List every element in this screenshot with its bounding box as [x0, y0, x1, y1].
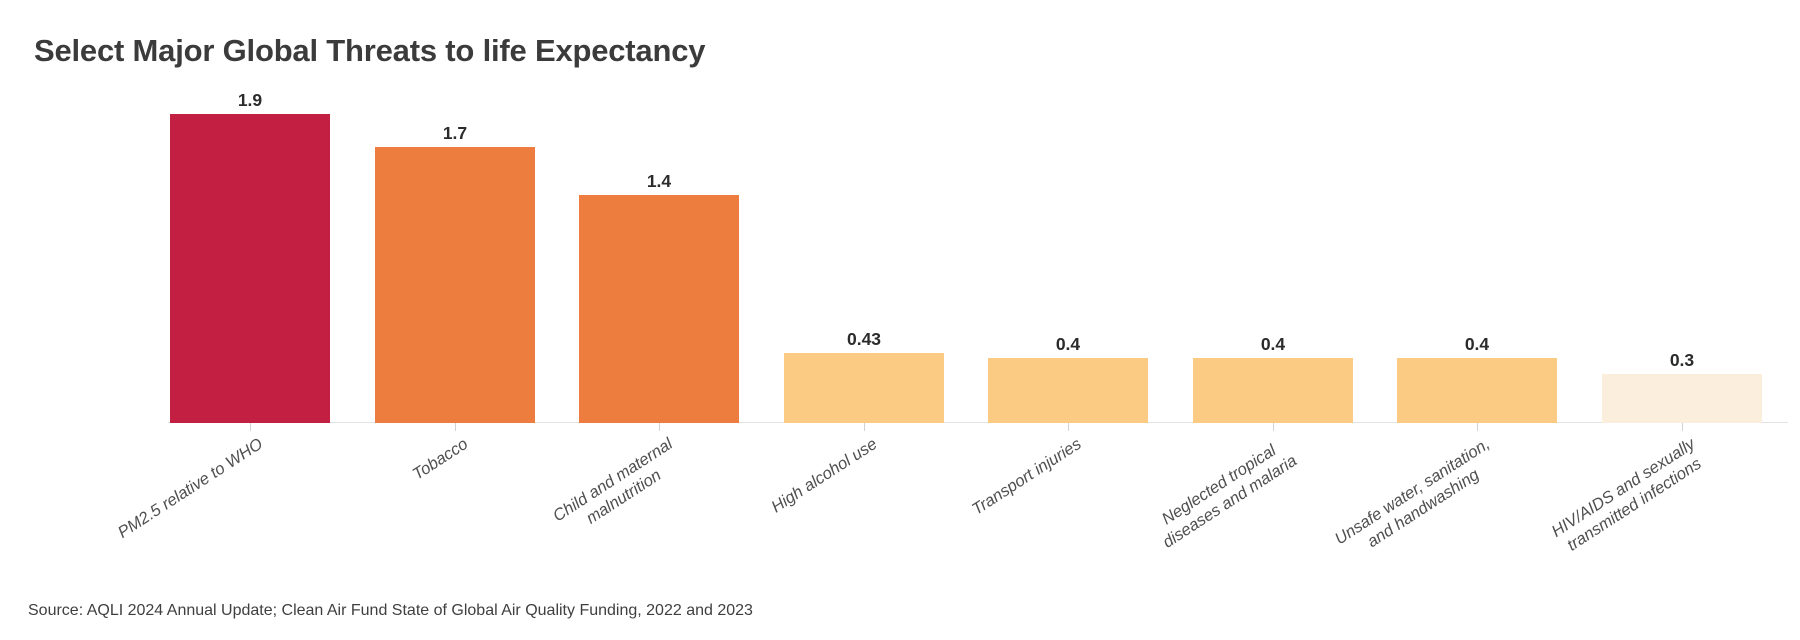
x-axis-label: HIV/AIDS and sexually transmitted infect… — [1548, 434, 1705, 555]
plot-area: 1.9 PM2.5 relative to WHO 1.7 Tobacco 1.4 Chi… — [115, 90, 1788, 555]
axis-tick — [1682, 423, 1683, 431]
bar — [170, 114, 330, 423]
bar-value-label: 1.4 — [646, 171, 672, 191]
chart-title: Select Major Global Threats to life Expe… — [34, 33, 706, 68]
axis-tick — [1273, 423, 1274, 431]
x-axis-label: Child and maternal malnutrition — [549, 434, 676, 528]
axis-tick — [1477, 423, 1478, 431]
bar-value-label: 0.4 — [1464, 334, 1490, 354]
x-axis-label: PM2.5 relative to WHO — [115, 434, 267, 542]
x-axis-line — [168, 422, 1788, 423]
axis-tick — [659, 423, 660, 431]
source-note: Source: AQLI 2024 Annual Update; Clean A… — [28, 602, 753, 619]
bar-value-label: 0.4 — [1260, 334, 1286, 354]
bar-value-label: 0.4 — [1055, 334, 1081, 354]
bar — [375, 147, 535, 423]
bar — [1193, 358, 1353, 423]
axis-tick — [455, 423, 456, 431]
bar — [988, 358, 1148, 423]
axis-tick — [250, 423, 251, 431]
x-axis-label: High alcohol use — [768, 434, 881, 517]
bar — [1397, 358, 1557, 423]
x-axis-label: Unsafe water, sanitation, and handwashin… — [1332, 434, 1494, 552]
axis-tick — [1068, 423, 1069, 431]
x-axis-label: Neglected tropical diseases and malaria — [1158, 441, 1301, 552]
bar — [579, 195, 739, 423]
bar-value-label: 0.3 — [1669, 350, 1695, 370]
x-axis-label: Transport injuries — [968, 434, 1085, 519]
bar-value-label: 1.9 — [237, 90, 263, 110]
bar-value-label: 0.43 — [846, 329, 882, 349]
axis-tick — [864, 423, 865, 431]
bar — [784, 353, 944, 423]
x-axis-label: Tobacco — [409, 434, 472, 484]
bar — [1602, 374, 1762, 423]
bar-value-label: 1.7 — [442, 123, 468, 143]
